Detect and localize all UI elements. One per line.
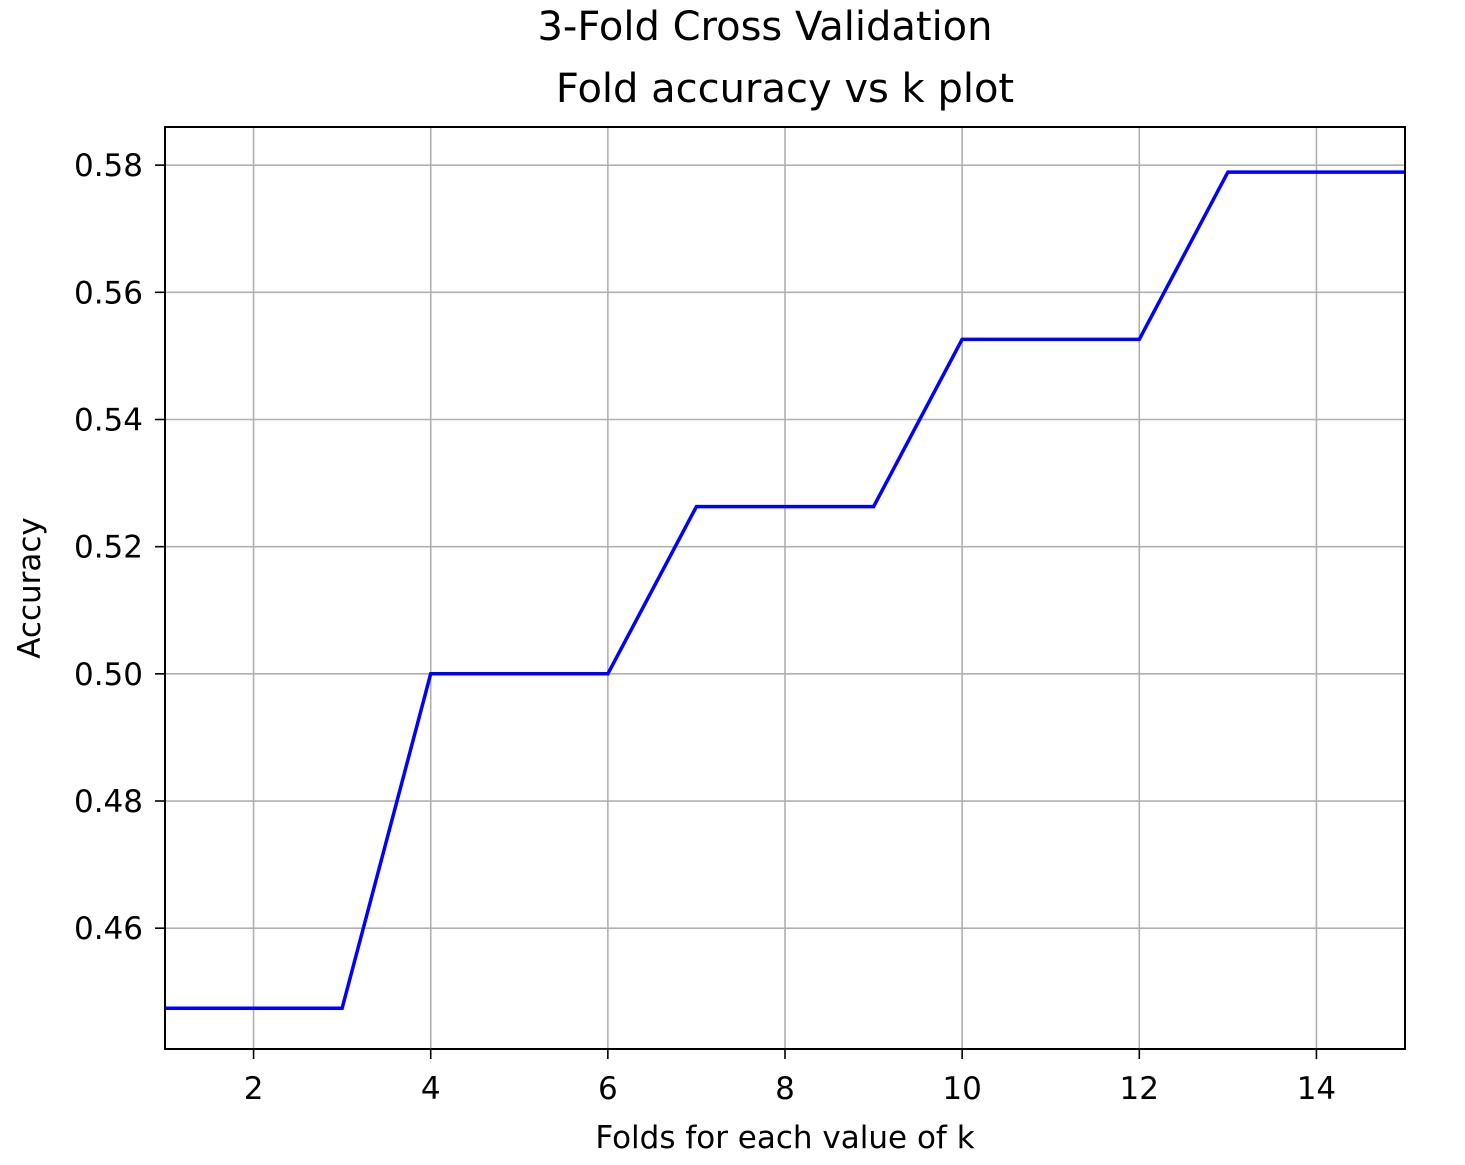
chart-title: 3-Fold Cross Validation — [537, 4, 992, 50]
x-tick-labels: 2 4 6 8 10 12 14 — [244, 1071, 1336, 1107]
plot-frame — [164, 126, 1406, 1050]
x-tick-label: 6 — [598, 1071, 618, 1107]
y-tick-label: 0.50 — [74, 657, 143, 693]
y-tick-label: 0.46 — [74, 911, 143, 947]
x-tick-label: 12 — [1120, 1071, 1159, 1107]
y-tick-label: 0.52 — [74, 530, 143, 566]
series-line — [165, 170, 1405, 1011]
y-tick-label: 0.58 — [74, 148, 143, 184]
x-axis-label: Folds for each value of k — [595, 1120, 974, 1156]
y-tick-label: 0.54 — [74, 402, 143, 438]
x-tick-label: 4 — [421, 1071, 441, 1107]
x-tick-label: 14 — [1297, 1071, 1336, 1107]
series-layer — [165, 170, 1405, 1011]
grid-lines — [165, 127, 1405, 1049]
y-axis-label: Accuracy — [12, 517, 48, 659]
y-tick-labels: 0.46 0.48 0.50 0.52 0.54 0.56 0.58 — [74, 148, 143, 947]
tick-marks — [155, 164, 1318, 1059]
chart-subtitle: Fold accuracy vs k plot — [556, 66, 1014, 112]
x-tick-label: 10 — [942, 1071, 981, 1107]
y-tick-label: 0.48 — [74, 784, 143, 820]
y-tick-label: 0.56 — [74, 275, 143, 311]
x-tick-label: 2 — [244, 1071, 264, 1107]
x-tick-label: 8 — [775, 1071, 795, 1107]
